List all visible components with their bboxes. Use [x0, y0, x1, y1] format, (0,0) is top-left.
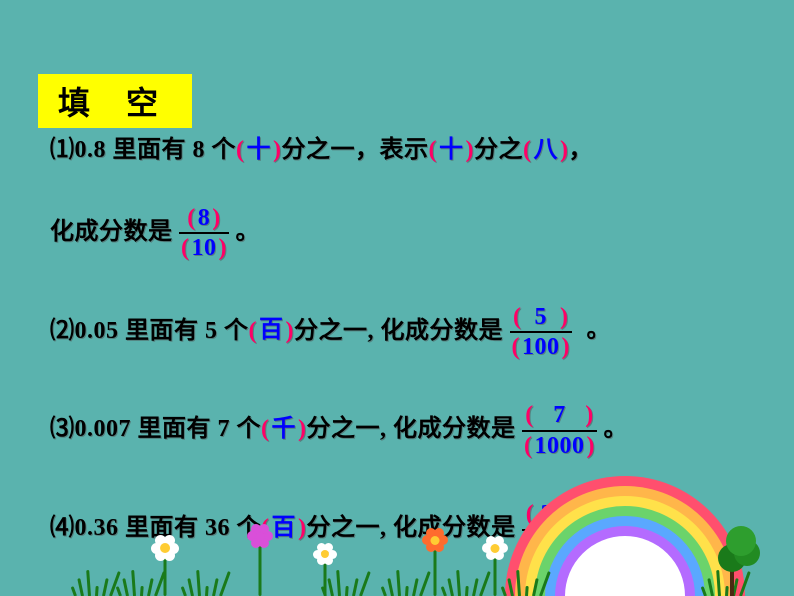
grass-icon: [440, 568, 485, 596]
tree-trunk: [730, 568, 734, 596]
grass-icon: [115, 568, 160, 596]
grass-icon: [500, 568, 545, 596]
grass-icon: [180, 568, 225, 596]
decorations: [0, 0, 794, 596]
slide-root: 填 空 ⑴0.8 里面有 8 个(十)分之一，表示(十)分之(八)， 化成分数是…: [0, 0, 794, 596]
grass-icon: [380, 568, 425, 596]
grass-icon: [320, 568, 365, 596]
tree-crown: [726, 526, 756, 556]
grass-icon: [70, 568, 115, 596]
grass-icon: [700, 568, 745, 596]
